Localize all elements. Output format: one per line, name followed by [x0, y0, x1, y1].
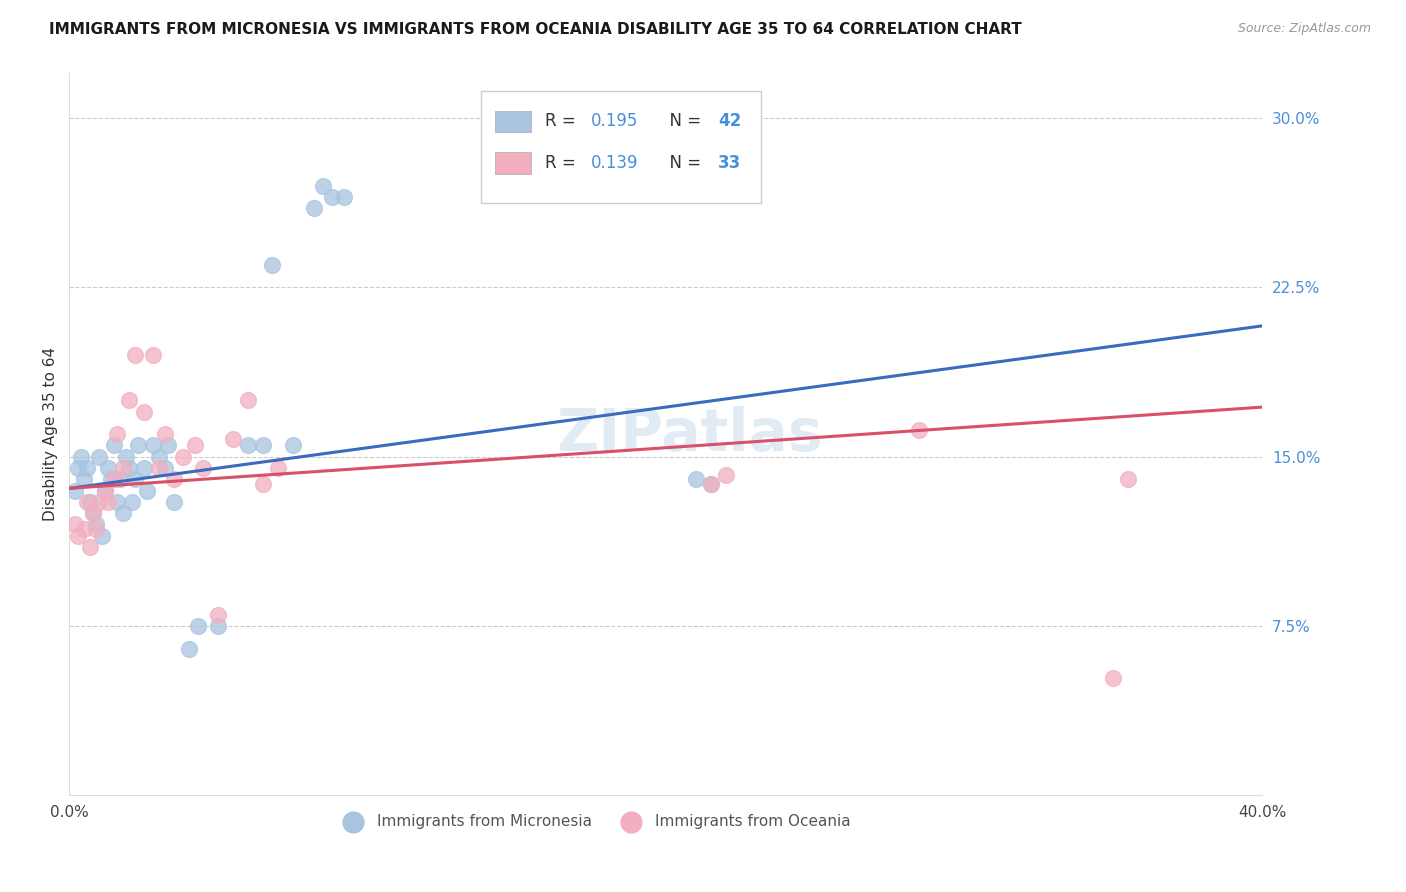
Point	[87, 450, 110, 464]
Point	[267, 461, 290, 475]
Point	[312, 178, 335, 193]
Point	[111, 461, 134, 475]
Point	[252, 438, 274, 452]
Bar	[495, 111, 531, 132]
Point	[84, 517, 107, 532]
Point	[115, 450, 138, 464]
Point	[193, 461, 215, 475]
Point	[162, 472, 184, 486]
Point	[94, 483, 117, 498]
Point	[82, 506, 104, 520]
Point	[238, 438, 260, 452]
Point	[67, 529, 90, 543]
Point	[70, 450, 93, 464]
Point	[127, 438, 149, 452]
Point	[124, 472, 146, 486]
Point	[302, 202, 325, 216]
Point	[76, 461, 98, 475]
Point	[97, 495, 120, 509]
Text: N =: N =	[658, 154, 706, 172]
Point	[172, 450, 194, 464]
Point	[84, 522, 107, 536]
Point	[156, 438, 179, 452]
Point	[332, 190, 354, 204]
Point	[714, 467, 737, 482]
Point	[82, 506, 104, 520]
Point	[103, 472, 125, 486]
Point	[103, 438, 125, 452]
Point	[281, 438, 304, 452]
Point	[105, 495, 128, 509]
Point	[111, 506, 134, 520]
Point	[162, 495, 184, 509]
Point	[207, 607, 229, 622]
Text: Source: ZipAtlas.com: Source: ZipAtlas.com	[1237, 22, 1371, 36]
Point	[222, 432, 245, 446]
Point	[1116, 472, 1139, 486]
Point	[76, 495, 98, 509]
Point	[153, 461, 176, 475]
Point	[142, 348, 165, 362]
Point	[148, 450, 170, 464]
Legend: Immigrants from Micronesia, Immigrants from Oceania: Immigrants from Micronesia, Immigrants f…	[332, 807, 856, 835]
Point	[94, 483, 117, 498]
Text: N =: N =	[658, 112, 706, 130]
Point	[105, 427, 128, 442]
Point	[97, 461, 120, 475]
Point	[124, 348, 146, 362]
Point	[148, 461, 170, 475]
Point	[186, 619, 208, 633]
Point	[79, 540, 101, 554]
Point	[73, 522, 96, 536]
Point	[207, 619, 229, 633]
Point	[121, 495, 143, 509]
Point	[699, 476, 721, 491]
Point	[699, 476, 721, 491]
FancyBboxPatch shape	[481, 91, 761, 203]
Point	[63, 517, 86, 532]
Point	[91, 529, 114, 543]
Point	[321, 190, 343, 204]
Text: R =: R =	[546, 154, 581, 172]
Point	[87, 495, 110, 509]
Text: IMMIGRANTS FROM MICRONESIA VS IMMIGRANTS FROM OCEANIA DISABILITY AGE 35 TO 64 CO: IMMIGRANTS FROM MICRONESIA VS IMMIGRANTS…	[49, 22, 1022, 37]
Point	[183, 438, 205, 452]
Point	[132, 404, 155, 418]
Text: 42: 42	[718, 112, 741, 130]
Point	[118, 461, 141, 475]
Y-axis label: Disability Age 35 to 64: Disability Age 35 to 64	[44, 347, 58, 521]
Point	[73, 472, 96, 486]
Point	[118, 393, 141, 408]
Text: R =: R =	[546, 112, 581, 130]
Point	[79, 495, 101, 509]
Point	[108, 472, 131, 486]
Point	[135, 483, 157, 498]
Text: ZIPatlas: ZIPatlas	[557, 406, 823, 463]
Bar	[495, 153, 531, 174]
Point	[100, 472, 122, 486]
Text: 33: 33	[718, 154, 741, 172]
Point	[142, 438, 165, 452]
Point	[132, 461, 155, 475]
Point	[262, 258, 284, 272]
Point	[63, 483, 86, 498]
Point	[252, 476, 274, 491]
Point	[1102, 671, 1125, 685]
Point	[67, 461, 90, 475]
Text: 0.195: 0.195	[591, 112, 638, 130]
Point	[153, 427, 176, 442]
Point	[908, 423, 931, 437]
Point	[685, 472, 707, 486]
Point	[177, 641, 200, 656]
Point	[238, 393, 260, 408]
Text: 0.139: 0.139	[591, 154, 638, 172]
